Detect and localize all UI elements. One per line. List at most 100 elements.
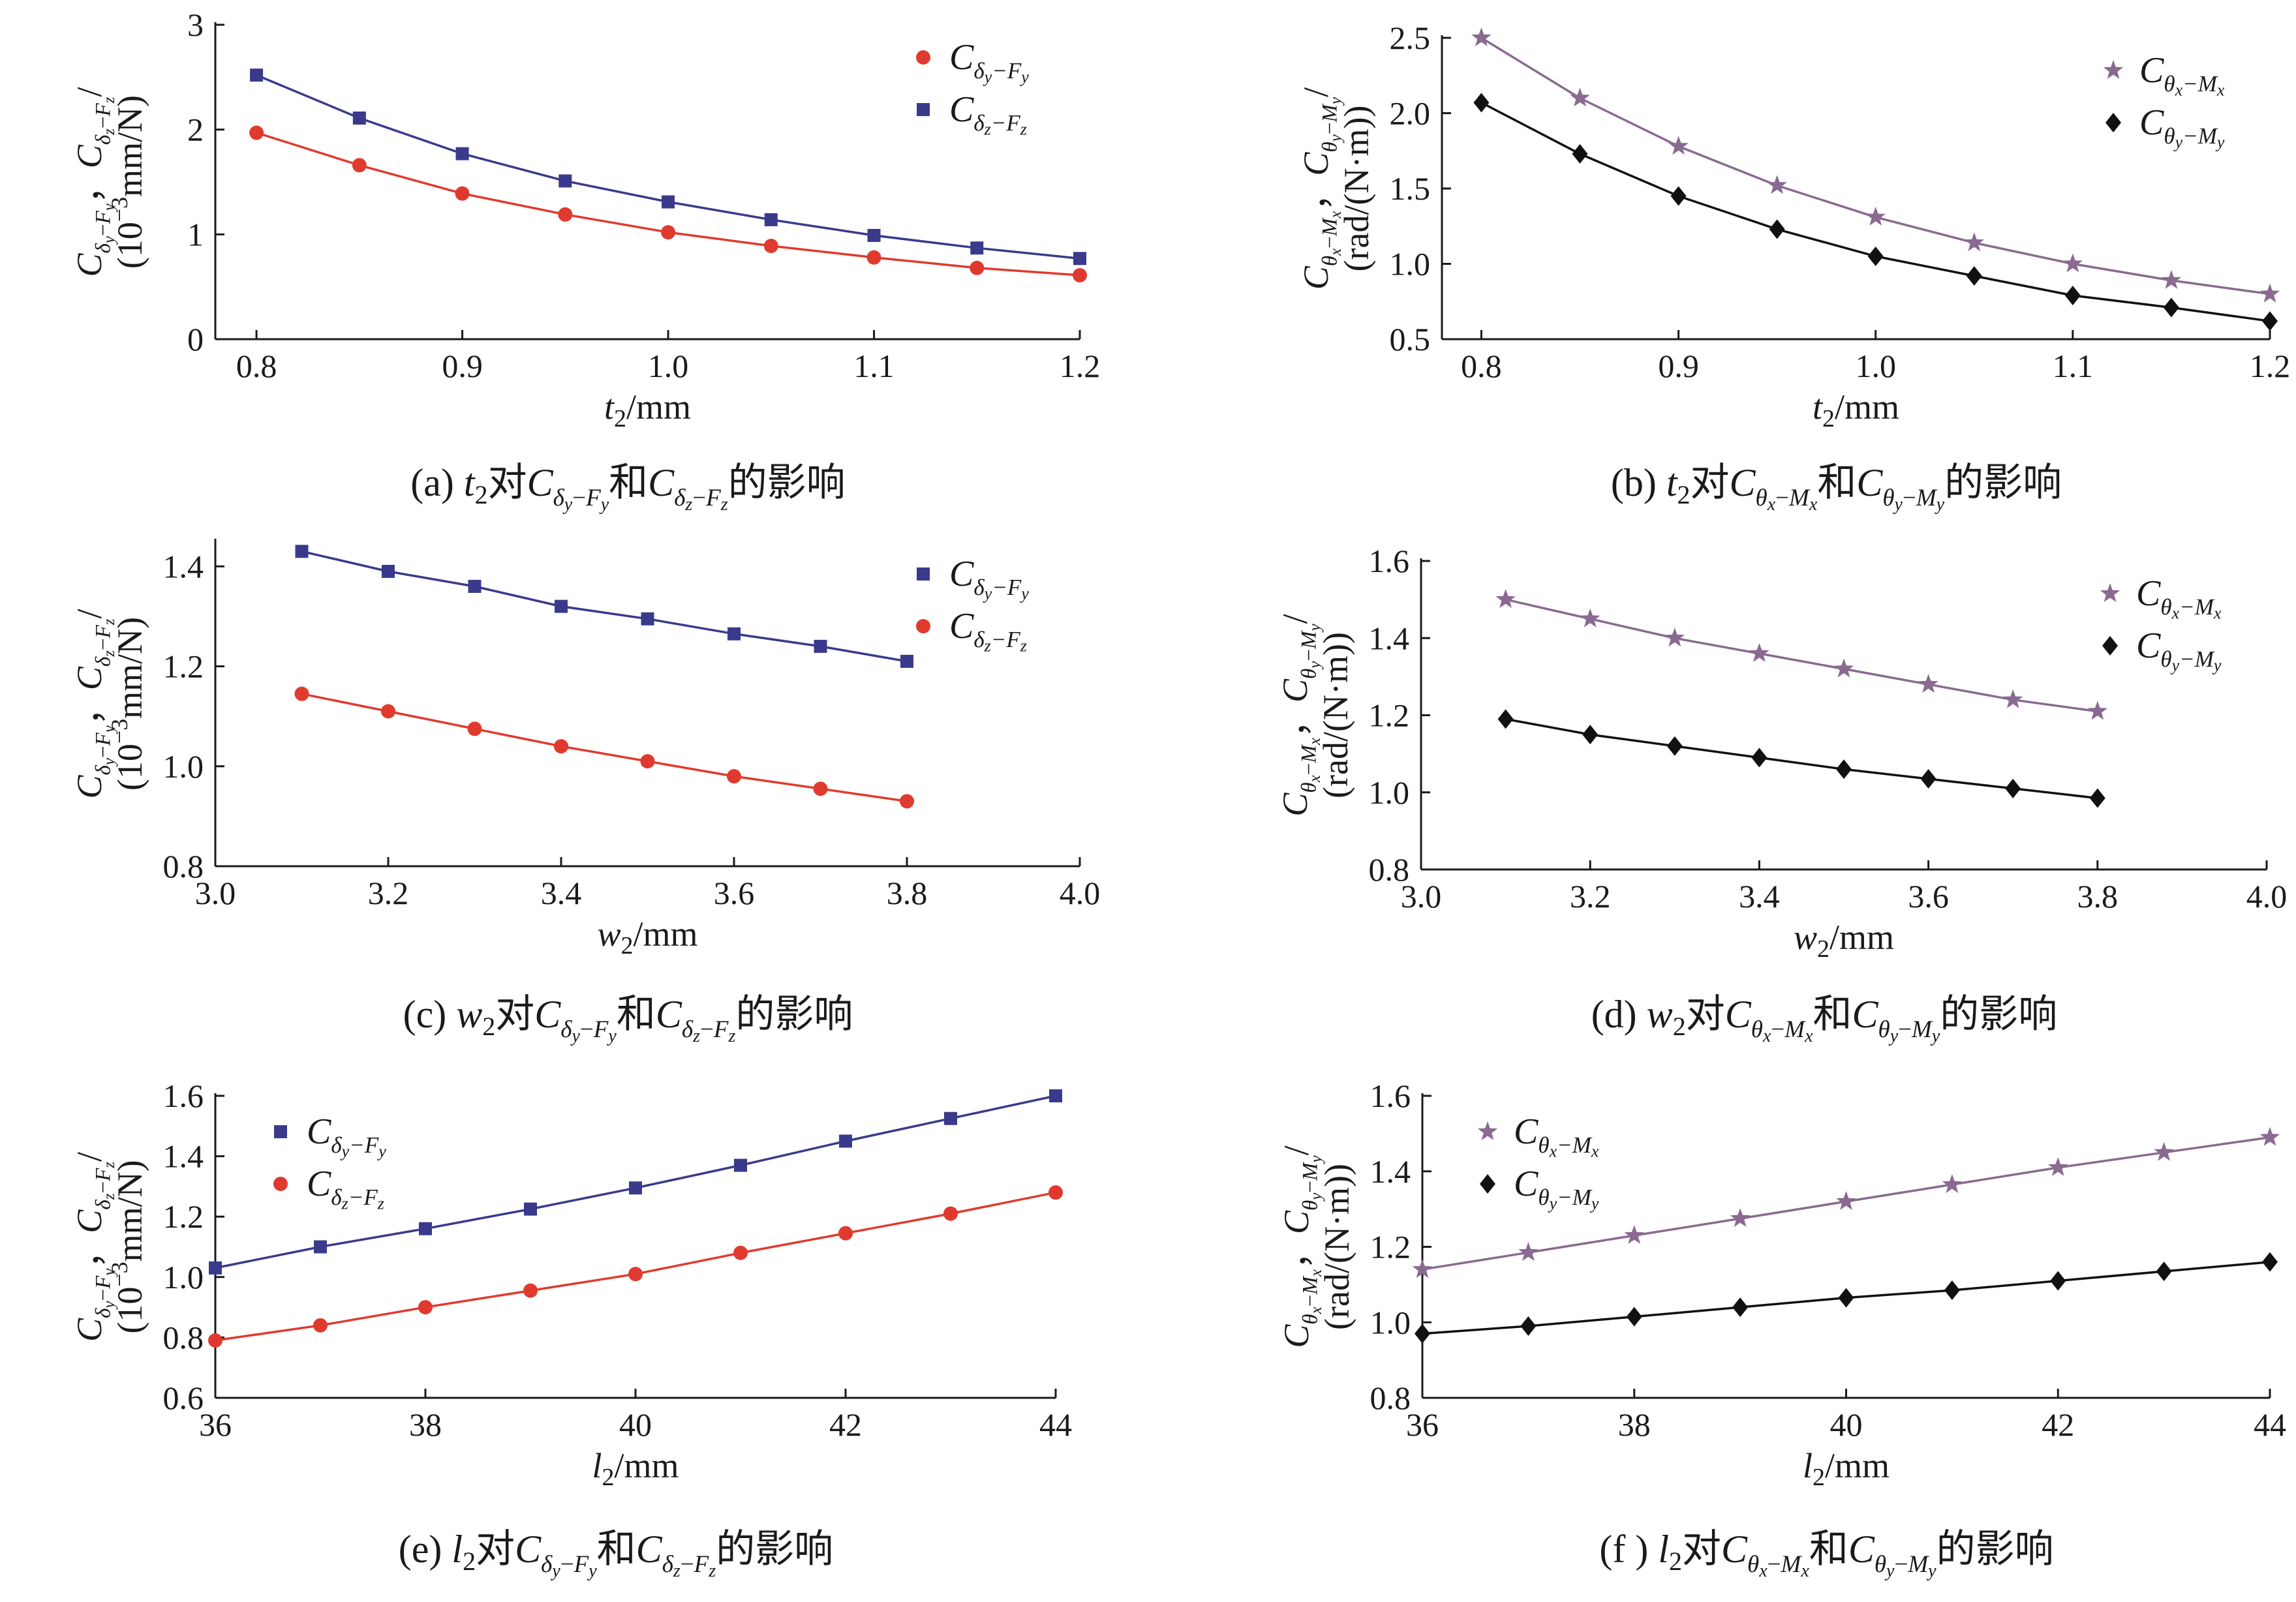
data-point xyxy=(2163,297,2179,318)
x-axis-label: t2/mm xyxy=(604,387,691,432)
legend-marker xyxy=(916,619,930,633)
x-axis-label: w2/mm xyxy=(597,914,697,960)
x-tick-label: 3.6 xyxy=(714,875,755,911)
data-point xyxy=(1049,1089,1062,1102)
data-point xyxy=(1918,674,1938,693)
legend-marker xyxy=(916,50,930,65)
y-tick-label: 1.2 xyxy=(1370,1229,1411,1265)
legend-label: Cδy−Fy​ xyxy=(949,37,1029,87)
x-tick-label: 0.9 xyxy=(1658,348,1699,384)
x-tick-label: 36 xyxy=(1406,1406,1439,1443)
y-tick-label: 1.4 xyxy=(163,548,204,584)
data-point xyxy=(1495,589,1516,609)
legend-marker xyxy=(273,1177,288,1191)
data-point xyxy=(2259,1126,2280,1146)
data-point xyxy=(314,1240,327,1254)
y-tick-label: 1.5 xyxy=(1390,170,1431,207)
data-point xyxy=(1730,1208,1751,1227)
y-axis-label-line2: (10−3mm/N) xyxy=(106,617,149,791)
data-point xyxy=(2087,701,2107,720)
y-tick-label: 0.8 xyxy=(1370,1380,1411,1416)
data-point xyxy=(1582,725,1599,745)
y-axis-label: Cδy−Fy​，Cδz−Fz​/(10−3mm/N) xyxy=(70,609,149,798)
data-point xyxy=(558,207,573,222)
caption-d: (d) w2对Cθx−Mx​和Cθy−My​的影响 xyxy=(1591,993,2058,1046)
data-point xyxy=(2161,269,2182,289)
data-point xyxy=(524,1202,537,1216)
caption-c: (c) w2对Cδy−Fy​和Cδz−Fz​的影响 xyxy=(403,993,853,1046)
data-point xyxy=(727,627,741,641)
panel-a: 0.8 0.9 1.0 1.1 1.2 0 1 2 3 t2/mm Cδy−Fy​，Cδz−Fz​/… xyxy=(70,7,1100,515)
panel-d: 3.0 3.2 3.4 3.6 3.8 4.0 0.8 1.0 1.2 1.4 1.6 w2/mm Cθ… xyxy=(1276,543,2287,1046)
data-point xyxy=(352,158,367,173)
series-line-0 xyxy=(301,550,908,663)
x-tick-label: 1.0 xyxy=(1855,348,1896,384)
panel-c: 3.0 3.2 3.4 3.6 3.8 4.0 0.8 1.0 1.2 1.4 w2/mm Cδy−F… xyxy=(70,539,1100,1046)
data-point xyxy=(814,639,827,653)
data-point xyxy=(944,1111,957,1125)
x-tick-label: 3.0 xyxy=(195,875,236,911)
data-point xyxy=(1668,136,1689,155)
data-point xyxy=(662,195,675,209)
x-tick-label: 44 xyxy=(1039,1406,1072,1443)
data-point xyxy=(2064,286,2081,306)
y-axis-label-line1: Cθx−Mx​，Cθy−My​/ xyxy=(1296,87,1345,290)
y-tick-label: 0.8 xyxy=(163,848,204,884)
x-tick-label: 42 xyxy=(829,1406,862,1443)
data-point xyxy=(2062,253,2083,273)
y-tick-label: 0.8 xyxy=(1369,851,1410,888)
data-point xyxy=(1572,144,1588,164)
x-axis-label: t2/mm xyxy=(1813,387,1899,432)
data-point xyxy=(418,1300,433,1315)
x-tick-label: 3.4 xyxy=(541,875,582,911)
x-axis-label: w2/mm xyxy=(1794,918,1894,963)
legend-label: Cθx−Mx​ xyxy=(2139,50,2225,100)
data-point xyxy=(1670,186,1687,206)
y-tick-label: 1 xyxy=(187,216,204,252)
caption-e: (e) l2对Cδy−Fy​和Cδz−Fz​的影响 xyxy=(399,1528,833,1581)
data-point xyxy=(1751,748,1768,768)
x-tick-label: 4.0 xyxy=(2246,878,2288,914)
data-point xyxy=(1664,627,1685,647)
data-point xyxy=(1666,736,1683,756)
y-tick-label: 2 xyxy=(187,112,204,148)
y-axis-label-line2: (rad/(N·m)) xyxy=(1337,106,1376,272)
data-point xyxy=(641,612,654,626)
x-tick-label: 38 xyxy=(1618,1406,1651,1443)
legend-label: Cθx−Mx​ xyxy=(1514,1111,1599,1161)
y-tick-label: 0.5 xyxy=(1390,321,1431,357)
data-point xyxy=(1626,1307,1642,1327)
panel-f: 36 38 40 42 44 0.8 1.0 1.2 1.4 1.6 l2/mm Cθx−Mx​，Cθ… xyxy=(1277,1078,2286,1581)
data-point xyxy=(523,1283,538,1298)
data-point xyxy=(382,564,395,578)
data-point xyxy=(1964,232,1984,252)
data-point xyxy=(1518,1242,1538,1262)
data-point xyxy=(1942,1174,1963,1193)
data-point xyxy=(554,739,568,754)
data-point xyxy=(628,1267,643,1282)
data-point xyxy=(1049,1185,1063,1200)
y-axis-label: Cδy−Fy​，Cδz−Fz​/(10−3mm/N) xyxy=(70,1152,149,1342)
caption-b: (b) t2对Cθx−Mx​和Cθy−My​的影响 xyxy=(1611,461,2062,515)
y-tick-label: 1.2 xyxy=(163,648,204,685)
data-point xyxy=(764,213,778,226)
y-tick-label: 1.4 xyxy=(1369,620,1410,656)
y-axis-label-line2: (rad/(N·m)) xyxy=(1316,632,1355,798)
y-tick-label: 2.0 xyxy=(1390,95,1431,132)
data-point xyxy=(1767,175,1787,194)
data-point xyxy=(468,579,482,593)
data-point xyxy=(2089,788,2105,808)
y-axis-label-line1: Cθx−Mx​，Cθy−My​/ xyxy=(1277,1145,1325,1348)
data-point xyxy=(419,1222,432,1235)
y-axis-label-line1: Cδy−Fy​，Cδz−Fz​/ xyxy=(70,87,118,277)
legend-marker xyxy=(2100,583,2120,602)
y-tick-label: 1.6 xyxy=(1370,1078,1411,1114)
data-point xyxy=(559,174,572,188)
data-point xyxy=(1865,206,1886,226)
x-axis-label: l2/mm xyxy=(592,1446,679,1491)
y-axis-label: Cθx−Mx​，Cθy−My​/(rad/(N·m)) xyxy=(1277,1145,1356,1348)
legend-label: Cθy−My​ xyxy=(1514,1164,1599,1213)
x-tick-label: 40 xyxy=(1830,1406,1863,1443)
y-axis-label-line1: Cδy−Fy​，Cδz−Fz​/ xyxy=(70,609,118,798)
data-point xyxy=(2259,283,2280,303)
